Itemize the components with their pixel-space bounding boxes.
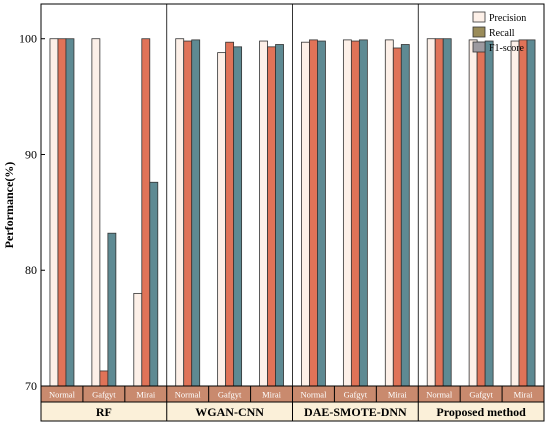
category-label: Mirai bbox=[136, 390, 156, 400]
bar-recall-dae-smote-dnn-gafgyt bbox=[350, 40, 360, 387]
bar-f1-score-rf-mirai bbox=[149, 181, 159, 387]
category-label: Gafgyt bbox=[92, 390, 116, 400]
bar-precision-dae-smote-dnn-gafgyt bbox=[342, 39, 352, 387]
bar-precision-wgan-cnn-gafgyt bbox=[217, 52, 227, 387]
legend-swatch-precision bbox=[472, 11, 486, 23]
legend-label: Precision bbox=[489, 13, 526, 24]
category-label: Gafgyt bbox=[344, 390, 368, 400]
bar-recall-dae-smote-dnn-mirai bbox=[392, 47, 402, 387]
bar-precision-proposed-method-normal bbox=[426, 38, 436, 387]
bar-f1-score-rf-gafgyt bbox=[107, 232, 117, 387]
bar-f1-score-proposed-method-normal bbox=[442, 38, 452, 387]
bar-precision-rf-gafgyt bbox=[91, 38, 101, 387]
bar-recall-proposed-method-mirai bbox=[518, 39, 528, 387]
y-axis-ticks: 70 80 90 100 bbox=[19, 32, 45, 393]
bar-f1-score-dae-smote-dnn-normal bbox=[317, 40, 326, 387]
bar-f1-score-dae-smote-dnn-gafgyt bbox=[358, 39, 368, 387]
bar-recall-wgan-cnn-mirai bbox=[267, 46, 276, 387]
bar-recall-rf-mirai bbox=[141, 38, 151, 387]
category-bands: Normal Gafgyt Mirai RF Normal Gafgyt Mirai WGAN… bbox=[40, 385, 545, 422]
category-label: Mirai bbox=[262, 390, 282, 400]
category-label: Normal bbox=[426, 390, 453, 400]
category-label: Normal bbox=[49, 390, 76, 400]
bar-f1-score-dae-smote-dnn-mirai bbox=[400, 44, 410, 387]
category-label: Gafgyt bbox=[218, 390, 242, 400]
y-tick-label: 70 bbox=[25, 379, 37, 393]
bar-recall-wgan-cnn-gafgyt bbox=[225, 41, 235, 387]
bar-precision-wgan-cnn-mirai bbox=[259, 40, 268, 387]
bar-f1-score-rf-normal bbox=[65, 38, 75, 387]
group-label: RF bbox=[96, 405, 112, 419]
y-tick-label: 80 bbox=[25, 263, 37, 277]
bar-recall-proposed-method-gafgyt bbox=[476, 41, 486, 387]
bar-recall-proposed-method-normal bbox=[434, 38, 444, 387]
bar-f1-score-proposed-method-mirai bbox=[526, 39, 536, 387]
y-tick-label: 90 bbox=[25, 147, 37, 161]
y-tick-label: 100 bbox=[19, 32, 37, 46]
bar-precision-rf-mirai bbox=[133, 292, 143, 387]
bar-recall-wgan-cnn-normal bbox=[183, 40, 193, 387]
category-label: Normal bbox=[300, 390, 327, 400]
bar-recall-dae-smote-dnn-normal bbox=[309, 39, 318, 387]
legend-swatch-recall bbox=[472, 26, 486, 38]
legend-label: F1-score bbox=[489, 43, 525, 54]
category-label: Mirai bbox=[388, 390, 408, 400]
bar-precision-proposed-method-mirai bbox=[510, 40, 520, 387]
category-label: Gafgyt bbox=[469, 390, 493, 400]
group-label: Proposed method bbox=[436, 405, 526, 419]
group-label: WGAN-CNN bbox=[195, 405, 264, 419]
category-label: Normal bbox=[175, 390, 202, 400]
legend-swatch-f1-score bbox=[472, 41, 486, 53]
bar-precision-proposed-method-gafgyt bbox=[468, 39, 478, 387]
bar-precision-dae-smote-dnn-normal bbox=[301, 41, 310, 387]
bar-precision-dae-smote-dnn-mirai bbox=[384, 39, 394, 387]
group-label: DAE-SMOTE-DNN bbox=[304, 405, 407, 419]
legend-label: Recall bbox=[489, 28, 515, 39]
plot-frame bbox=[40, 3, 545, 387]
bar-precision-wgan-cnn-normal bbox=[175, 38, 185, 387]
bars bbox=[49, 38, 536, 387]
bar-f1-score-wgan-cnn-normal bbox=[191, 39, 201, 387]
category-label: Mirai bbox=[514, 390, 534, 400]
bar-f1-score-wgan-cnn-gafgyt bbox=[233, 46, 243, 387]
bar-precision-rf-normal bbox=[49, 38, 59, 387]
bar-f1-score-wgan-cnn-mirai bbox=[275, 44, 284, 387]
legend: Precision Recall F1-score bbox=[472, 11, 526, 54]
bar-recall-rf-normal bbox=[57, 38, 67, 387]
y-axis-label: Performance(%) bbox=[2, 162, 16, 249]
bar-f1-score-proposed-method-gafgyt bbox=[484, 40, 494, 387]
bar-recall-rf-gafgyt bbox=[99, 370, 109, 387]
